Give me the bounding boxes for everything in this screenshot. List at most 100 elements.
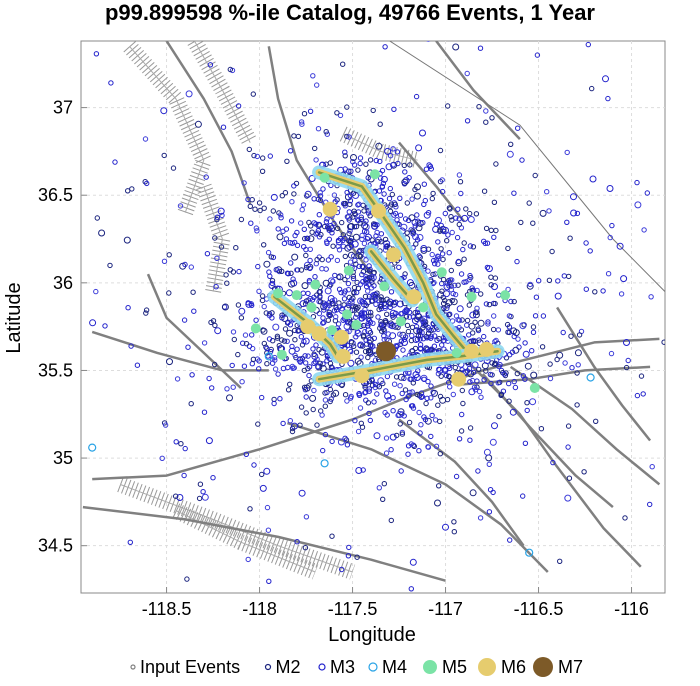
event-point — [326, 236, 332, 243]
event-point — [455, 282, 461, 288]
event-point — [287, 322, 294, 328]
event-point — [381, 481, 387, 487]
event-point — [442, 210, 448, 217]
event-point — [310, 346, 316, 352]
event-point — [365, 327, 373, 335]
event-point — [421, 414, 427, 420]
event-point — [299, 207, 305, 213]
event-point — [362, 293, 369, 300]
event-point — [311, 360, 317, 366]
event-point — [427, 163, 434, 170]
event-point — [190, 289, 196, 295]
event-point — [491, 199, 498, 206]
event-point — [413, 192, 421, 200]
event-point — [263, 310, 269, 316]
event-point — [401, 178, 409, 186]
event-point — [405, 328, 412, 335]
event-point — [607, 234, 613, 241]
event-point — [367, 330, 374, 336]
event-point — [446, 312, 452, 318]
event-point — [185, 344, 191, 350]
legend-label: M5 — [442, 657, 467, 677]
m5-event — [436, 267, 447, 278]
event-point — [455, 258, 462, 265]
event-point — [248, 220, 254, 226]
legend-label: M3 — [330, 657, 355, 677]
event-point — [638, 373, 645, 379]
event-point — [326, 312, 332, 318]
event-point — [188, 264, 195, 270]
event-point — [401, 336, 408, 343]
x-tick-label: -116.5 — [514, 599, 564, 619]
event-point — [268, 254, 274, 260]
m5-event — [250, 323, 261, 334]
event-point — [366, 263, 372, 269]
event-point — [319, 412, 325, 418]
event-point — [354, 357, 362, 365]
event-point — [318, 299, 324, 305]
event-point — [279, 193, 285, 199]
event-point — [423, 166, 430, 172]
y-tick-label: 36 — [53, 273, 73, 293]
event-point — [224, 386, 230, 392]
event-point — [445, 299, 453, 307]
event-point — [327, 386, 334, 393]
event-point — [414, 183, 421, 191]
event-point — [448, 283, 454, 289]
event-point — [522, 350, 530, 358]
event-point — [492, 300, 498, 307]
legend-marker — [318, 663, 326, 671]
event-point — [301, 367, 307, 374]
event-point — [264, 504, 271, 511]
event-point — [378, 322, 384, 328]
event-point — [504, 321, 511, 328]
event-point — [447, 365, 453, 372]
event-point — [377, 158, 383, 165]
event-point — [420, 245, 428, 252]
event-point — [483, 225, 490, 232]
event-point — [329, 533, 335, 539]
event-point — [414, 212, 420, 218]
event-point — [506, 313, 513, 319]
event-point — [266, 336, 273, 342]
event-point — [354, 311, 360, 317]
event-point — [173, 493, 179, 499]
fault-line — [509, 365, 661, 486]
m4-event — [525, 548, 534, 557]
event-point — [373, 432, 381, 440]
event-point — [360, 300, 368, 308]
fault-line — [92, 337, 660, 481]
event-point — [414, 391, 420, 398]
event-point — [360, 343, 366, 349]
event-point — [210, 475, 216, 481]
event-point — [245, 300, 253, 308]
m4-event — [264, 352, 273, 361]
event-point — [623, 364, 630, 371]
event-point — [406, 393, 412, 399]
event-point — [430, 190, 436, 197]
event-point — [342, 235, 348, 242]
event-point — [392, 201, 398, 208]
event-point — [467, 437, 473, 443]
event-point — [409, 558, 417, 566]
event-point — [348, 243, 355, 249]
event-point — [363, 161, 369, 167]
event-point — [356, 249, 362, 255]
event-point — [436, 366, 442, 372]
event-point — [356, 263, 362, 270]
event-point — [493, 161, 499, 167]
event-point — [344, 189, 350, 196]
event-point — [437, 451, 443, 457]
event-point — [400, 223, 408, 231]
event-point — [375, 142, 383, 150]
event-point — [640, 391, 646, 397]
event-point — [302, 545, 309, 551]
event-point — [488, 380, 494, 387]
legend-marker — [368, 662, 378, 672]
event-point — [329, 301, 335, 307]
event-point — [245, 300, 251, 306]
event-point — [408, 586, 414, 592]
event-point — [371, 399, 377, 405]
event-point — [506, 150, 514, 158]
event-point — [313, 157, 319, 163]
